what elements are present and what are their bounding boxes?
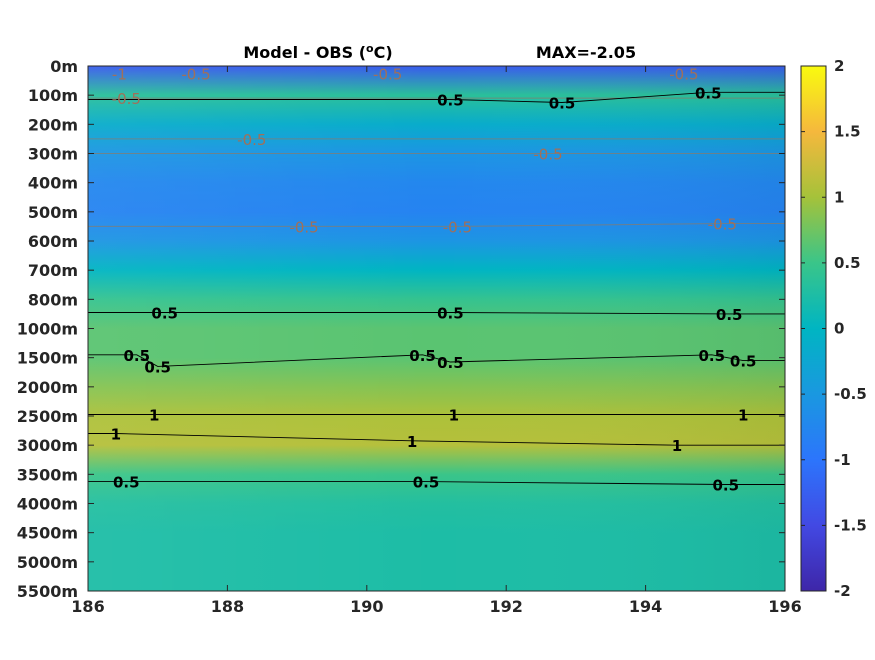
contour-line [88,312,785,315]
contour-label: 0.5 [413,474,440,492]
contour-label: 0.5 [699,347,726,365]
contour-label: 0.5 [695,84,722,102]
colorbar-tick-label: 1.5 [834,123,861,141]
y-tick-label: 700m [28,261,78,280]
contour-label: -0.5 [533,146,562,164]
x-tick-label: 196 [768,597,801,616]
contour-label: 1 [672,437,682,455]
contour-label: 1 [149,407,159,425]
contour-label: -0.5 [181,65,210,83]
y-tick-label: 100m [28,86,78,105]
y-tick-label: 800m [28,290,78,309]
y-tick-label: 2500m [17,407,78,426]
contour-line [88,91,785,103]
title-superscript: o [366,42,374,55]
y-tick-label: 5000m [17,553,78,572]
contour-label-group: -1-0.5-0.5-0.5-0.5-0.5-0.5-0.5-0.5-0.50.… [111,65,757,494]
colorbar-tick-label: 0.5 [834,254,861,272]
y-tick-label: 2000m [17,378,78,397]
max-label: MAX=-2.05 [536,43,636,62]
chart-title: Model - OBS (oC) [243,42,392,62]
contour-label: 0.5 [124,347,151,365]
y-axis: 0m 100m 200m 300m 400m 500m 600m 700m 800m 1000m 1… [17,57,785,601]
contour-label: 0.5 [409,347,436,365]
contour-lines [88,91,785,485]
contour-line [88,223,785,227]
contour-label: -0.5 [708,216,737,234]
contour-label: 0.5 [549,95,576,113]
title-suffix: C) [374,43,393,62]
contour-label: 0.5 [113,474,140,492]
y-tick-label: 500m [28,203,78,222]
colorbar-ticks: 2 1.5 1 0.5 0 -0.5 -1 -1.5 -2 [801,57,867,600]
x-tick-label: 190 [350,597,383,616]
colorbar-tick-label: 1 [834,188,844,206]
y-tick-label: 5500m [17,582,78,601]
contour-label: -0.5 [669,65,698,83]
x-tick-label: 192 [489,597,522,616]
colorbar-tick-label: -1 [834,451,851,469]
contour-label: -0.5 [443,218,472,236]
contour-label: 1 [449,407,459,425]
colorbar-tick-label: -0.5 [834,385,867,403]
x-tick-label: 188 [211,597,244,616]
y-tick-label: 200m [28,115,78,134]
contour-line [88,481,785,485]
title-prefix: Model - OBS ( [243,43,366,62]
contour-label: 0.5 [713,477,740,495]
y-tick-label: 300m [28,145,78,164]
contour-label: -0.5 [112,90,141,108]
contour-line [88,354,785,367]
y-tick-label: 600m [28,232,78,251]
colorbar-tick-label: 2 [834,57,844,75]
contour-label: 1 [111,426,121,444]
contour-label: 0.5 [151,305,178,323]
y-tick-label: 1500m [17,349,78,368]
contour-label: 0.5 [730,353,757,371]
x-axis: 186 188 190 192 194 196 [71,66,802,616]
contour-label: 0.5 [144,358,171,376]
x-tick-label: 194 [629,597,662,616]
y-tick-label: 3500m [17,465,78,484]
y-tick-label: 3000m [17,436,78,455]
contour-label: -0.5 [373,65,402,83]
heatmap-field [88,66,785,591]
y-tick-label: 0m [50,57,78,76]
y-tick-label: 4000m [17,495,78,514]
colorbar-tick-label: -2 [834,582,851,600]
contour-label: 0.5 [437,92,464,110]
x-tick-label: 186 [71,597,104,616]
colorbar-tick-label: 0 [834,320,844,338]
y-tick-label: 400m [28,174,78,193]
contour-label: 0.5 [437,354,464,372]
contour-label: 0.5 [437,305,464,323]
y-tick-label: 1000m [17,320,78,339]
y-tick-label: 4500m [17,524,78,543]
colorbar-tick-label: -1.5 [834,516,867,534]
contour-label: -1 [112,65,127,83]
heatmap-shading [88,66,785,591]
contour-line [88,433,785,446]
contour-label: -0.5 [237,131,266,149]
contour-label: 0.5 [716,306,743,324]
colorbar-gradient [800,65,827,592]
colorbar: 2 1.5 1 0.5 0 -0.5 -1 -1.5 -2 [800,57,867,600]
contour-label: -0.5 [289,218,318,236]
contour-label: 1 [738,407,748,425]
contour-label: 1 [407,433,417,451]
